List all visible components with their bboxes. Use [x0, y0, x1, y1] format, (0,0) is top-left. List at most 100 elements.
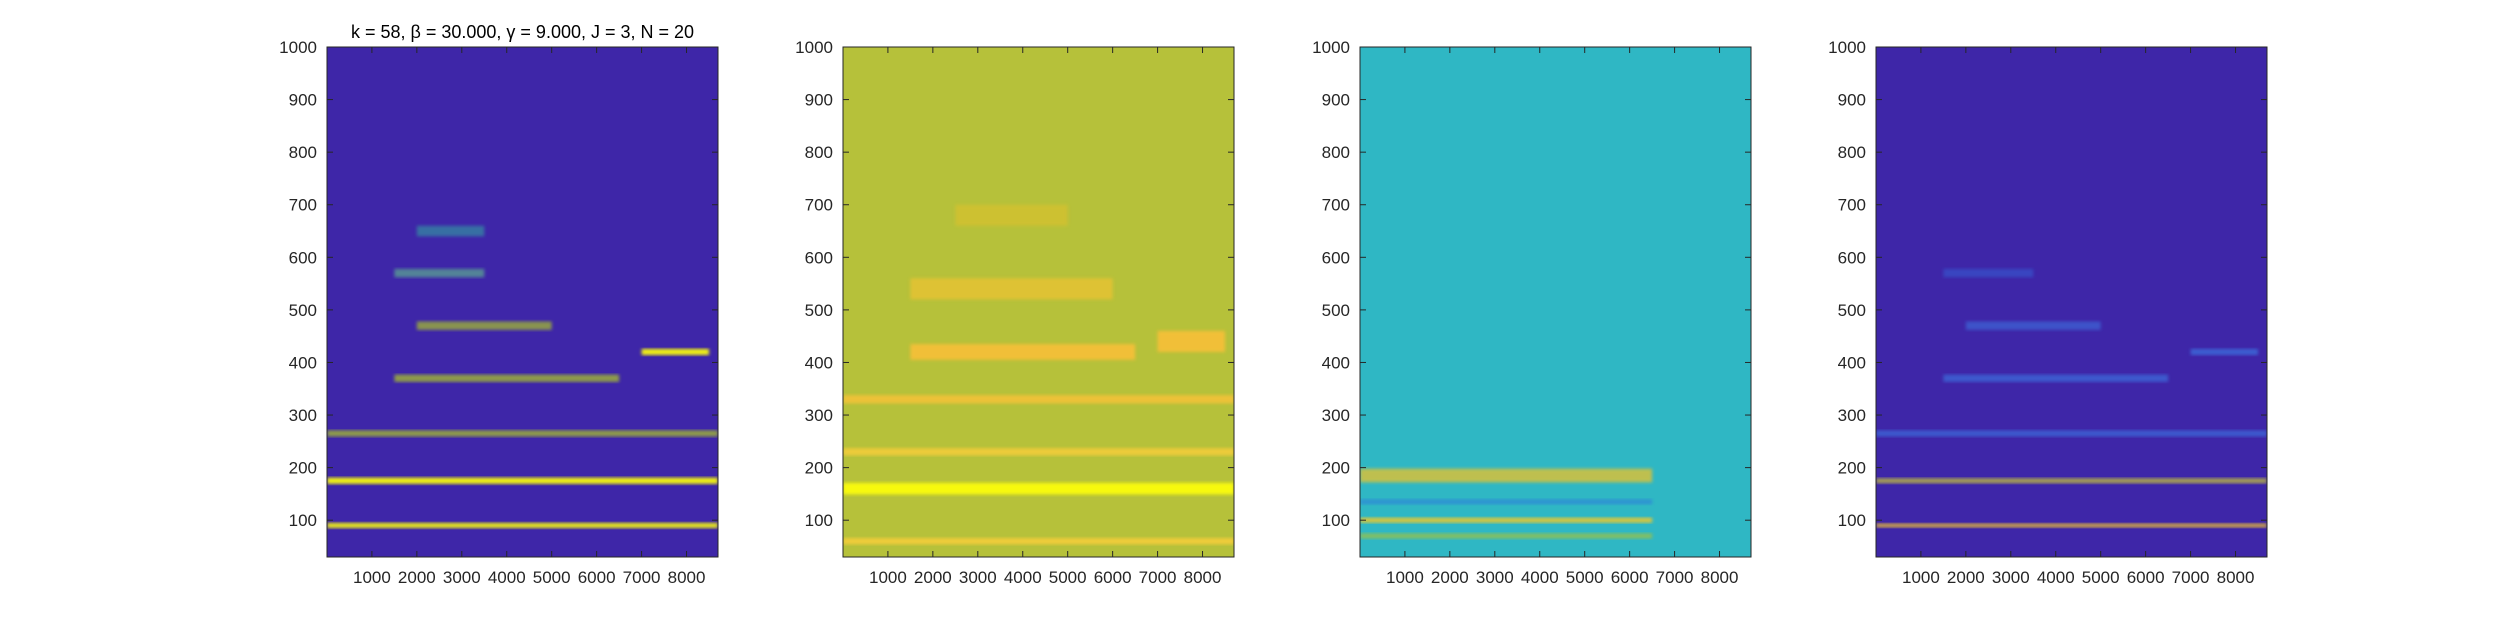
x-tick-label: 2000 [1431, 568, 1469, 587]
heatmap-band [394, 268, 485, 278]
heatmap-band [843, 395, 1234, 404]
heatmap-band [1876, 523, 2267, 528]
x-tick-label: 4000 [1004, 568, 1042, 587]
x-tick-label: 6000 [2127, 568, 2165, 587]
heatmap-band [327, 477, 718, 484]
x-tick-label: 1000 [1386, 568, 1424, 587]
y-tick-label: 600 [1838, 248, 1866, 267]
x-axis: 1000 2000 3000 4000 5000 6000 7000 8000 [1875, 46, 2268, 587]
y-tick-label: 900 [805, 91, 833, 110]
y-tick-label: 900 [289, 91, 317, 110]
heatmap-plot-area [1876, 47, 2267, 557]
x-tick-label: 5000 [1049, 568, 1087, 587]
x-tick-label: 8000 [1701, 568, 1739, 587]
y-tick-label: 400 [289, 353, 317, 372]
heatmap-band [843, 482, 1234, 495]
x-tick-label: 4000 [1521, 568, 1559, 587]
heatmap-plot-area [1360, 47, 1751, 557]
y-tick-label: 900 [1838, 91, 1866, 110]
y-tick-label: 500 [805, 301, 833, 320]
y-tick-label: 100 [289, 511, 317, 530]
heatmap-band [843, 448, 1234, 456]
y-tick-label: 600 [1322, 248, 1350, 267]
y-axis: 100 200 300 400 500 600 700 800 900 1000 [1312, 38, 1751, 530]
panel-4: 1000 2000 3000 4000 5000 6000 7000 8000 100 200 3… [1828, 38, 2268, 587]
y-tick-label: 1000 [279, 38, 317, 57]
y-tick-label: 400 [805, 353, 833, 372]
y-tick-label: 500 [1838, 301, 1866, 320]
x-tick-label: 5000 [1566, 568, 1604, 587]
y-tick-label: 800 [1838, 143, 1866, 162]
panel-1: k = 58, β = 30.000, γ = 9.000, J = 3, N … [279, 22, 719, 587]
axes-box [326, 46, 719, 558]
heatmap-background [1876, 47, 2267, 557]
x-tick-label: 7000 [1656, 568, 1694, 587]
heatmap-plot-area [327, 47, 718, 557]
y-tick-label: 400 [1322, 353, 1350, 372]
y-tick-label: 600 [289, 248, 317, 267]
y-axis: 100 200 300 400 500 600 700 800 900 1000 [279, 38, 718, 530]
y-tick-label: 1000 [1828, 38, 1866, 57]
x-tick-label: 5000 [2082, 568, 2120, 587]
y-tick-label: 400 [1838, 353, 1866, 372]
heatmap-band [2190, 348, 2259, 356]
x-tick-label: 2000 [1947, 568, 1985, 587]
heatmap-band [910, 278, 1113, 300]
axes-box [1359, 46, 1752, 558]
heatmap-band [327, 430, 718, 437]
y-tick-label: 200 [1322, 459, 1350, 478]
x-tick-label: 3000 [1992, 568, 2030, 587]
y-tick-label: 700 [1322, 196, 1350, 215]
heatmap-band [910, 344, 1136, 360]
x-tick-label: 8000 [2217, 568, 2255, 587]
panel-title: k = 58, β = 30.000, γ = 9.000, J = 3, N … [351, 22, 694, 42]
heatmap-band [1876, 478, 2267, 484]
y-tick-label: 100 [1322, 511, 1350, 530]
y-tick-label: 700 [1838, 196, 1866, 215]
y-tick-label: 1000 [1312, 38, 1350, 57]
x-tick-label: 8000 [668, 568, 706, 587]
axes-box [842, 46, 1235, 558]
panel-3: 1000 2000 3000 4000 5000 6000 7000 8000 100 200 3… [1312, 38, 1752, 587]
x-tick-label: 1000 [353, 568, 391, 587]
y-tick-label: 100 [805, 511, 833, 530]
y-tick-label: 200 [1838, 459, 1866, 478]
heatmap-background [843, 47, 1234, 557]
panel-2: 1000 2000 3000 4000 5000 6000 7000 8000 100 200 3… [795, 38, 1235, 587]
y-tick-label: 300 [1322, 406, 1350, 425]
y-tick-label: 800 [289, 143, 317, 162]
heatmap-band [416, 321, 552, 330]
x-tick-label: 3000 [1476, 568, 1514, 587]
heatmap-band [1360, 517, 1653, 523]
x-tick-label: 2000 [398, 568, 436, 587]
heatmap-band [394, 374, 620, 382]
y-tick-label: 300 [1838, 406, 1866, 425]
heatmap-band [1360, 499, 1653, 505]
heatmap-band [1360, 533, 1653, 539]
heatmap-band [1157, 330, 1226, 352]
y-tick-label: 900 [1322, 91, 1350, 110]
y-tick-label: 100 [1838, 511, 1866, 530]
x-tick-label: 4000 [488, 568, 526, 587]
x-tick-label: 7000 [2172, 568, 2210, 587]
x-tick-label: 7000 [1139, 568, 1177, 587]
heatmap-band [843, 538, 1234, 545]
x-tick-label: 1000 [1902, 568, 1940, 587]
heatmap-band [641, 348, 710, 356]
x-axis: 1000 2000 3000 4000 5000 6000 7000 8000 [1359, 46, 1752, 587]
y-tick-label: 1000 [795, 38, 833, 57]
x-tick-label: 8000 [1184, 568, 1222, 587]
x-tick-label: 6000 [1094, 568, 1132, 587]
y-tick-label: 500 [1322, 301, 1350, 320]
y-tick-label: 300 [805, 406, 833, 425]
heatmap-band [416, 225, 485, 237]
axes-box [1875, 46, 2268, 558]
heatmap-band [1876, 430, 2267, 437]
heatmap-band [955, 204, 1068, 226]
heatmap-band [1943, 268, 2034, 278]
heatmap-plot-area [843, 47, 1234, 557]
y-tick-label: 600 [805, 248, 833, 267]
x-tick-label: 2000 [914, 568, 952, 587]
y-tick-label: 300 [289, 406, 317, 425]
